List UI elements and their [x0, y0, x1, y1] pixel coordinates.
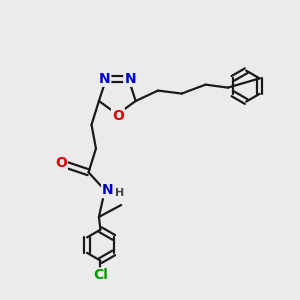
Text: N: N — [102, 183, 114, 197]
Text: H: H — [115, 188, 124, 197]
Text: O: O — [55, 156, 67, 170]
Text: N: N — [99, 72, 110, 86]
Text: O: O — [112, 109, 124, 123]
Text: Cl: Cl — [93, 268, 108, 283]
Text: N: N — [124, 72, 136, 86]
